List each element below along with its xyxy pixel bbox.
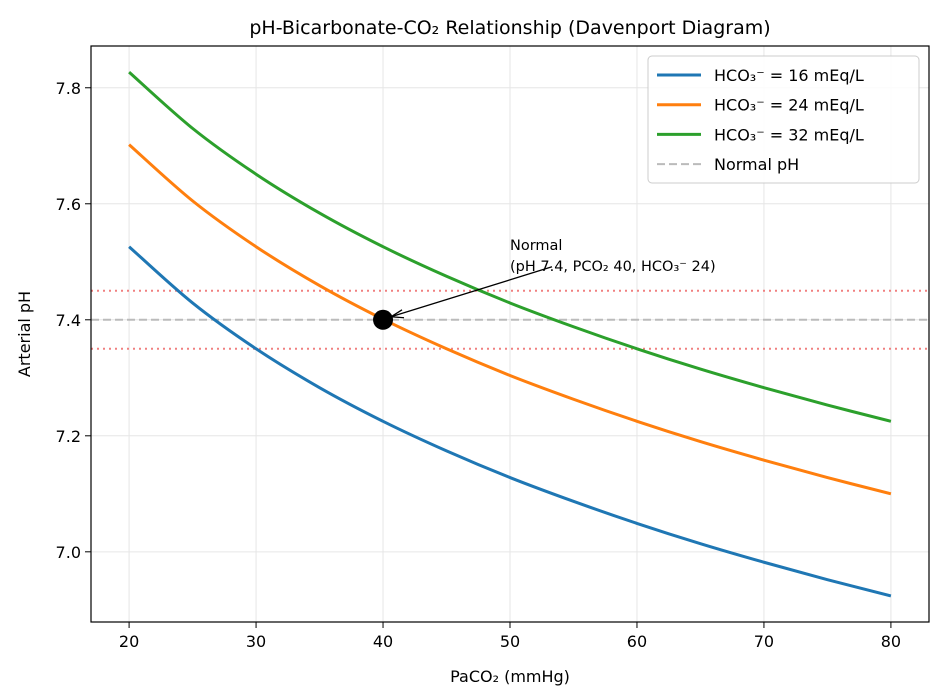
x-tick-label: 50 [500,632,520,651]
y-tick-label: 7.2 [56,427,81,446]
legend-label: HCO₃⁻ = 16 mEq/L [714,66,864,85]
legend-box [647,55,920,184]
legend-label: Normal pH [714,155,799,174]
legend: HCO₃⁻ = 16 mEq/L HCO₃⁻ = 24 mEq/L HCO₃⁻ = … [647,55,920,184]
series-line [128,143,892,496]
normal-point-marker [373,309,394,330]
annotation-text: (pH 7.4, PCO₂ 40, HCO₃⁻ 24) [510,259,716,275]
x-tick-label: 30 [246,632,266,651]
y-axis-label: Arterial pH [15,291,34,377]
arrow-head-icon [389,309,405,319]
x-tick-label: 70 [754,632,774,651]
series-line [128,245,892,598]
legend-label: HCO₃⁻ = 24 mEq/L [714,96,864,115]
annotation-text: Normal [510,238,562,254]
x-tick-label: 40 [373,632,393,651]
x-axis-label: PaCO₂ (mmHg) [450,667,570,686]
y-tick-label: 7.6 [56,195,81,214]
legend-label: HCO₃⁻ = 32 mEq/L [714,125,864,144]
series-line [128,70,892,423]
y-tick-label: 7.4 [56,311,81,330]
x-tick-label: 20 [119,632,139,651]
y-tick-label: 7.8 [56,79,81,98]
x-tick-label: 80 [881,632,901,651]
x-tick-label: 60 [627,632,647,651]
y-tick-label: 7.0 [56,543,81,562]
annotation-arrow [390,266,553,318]
chart-title: pH-Bicarbonate-CO₂ Relationship (Davenpo… [249,17,770,39]
